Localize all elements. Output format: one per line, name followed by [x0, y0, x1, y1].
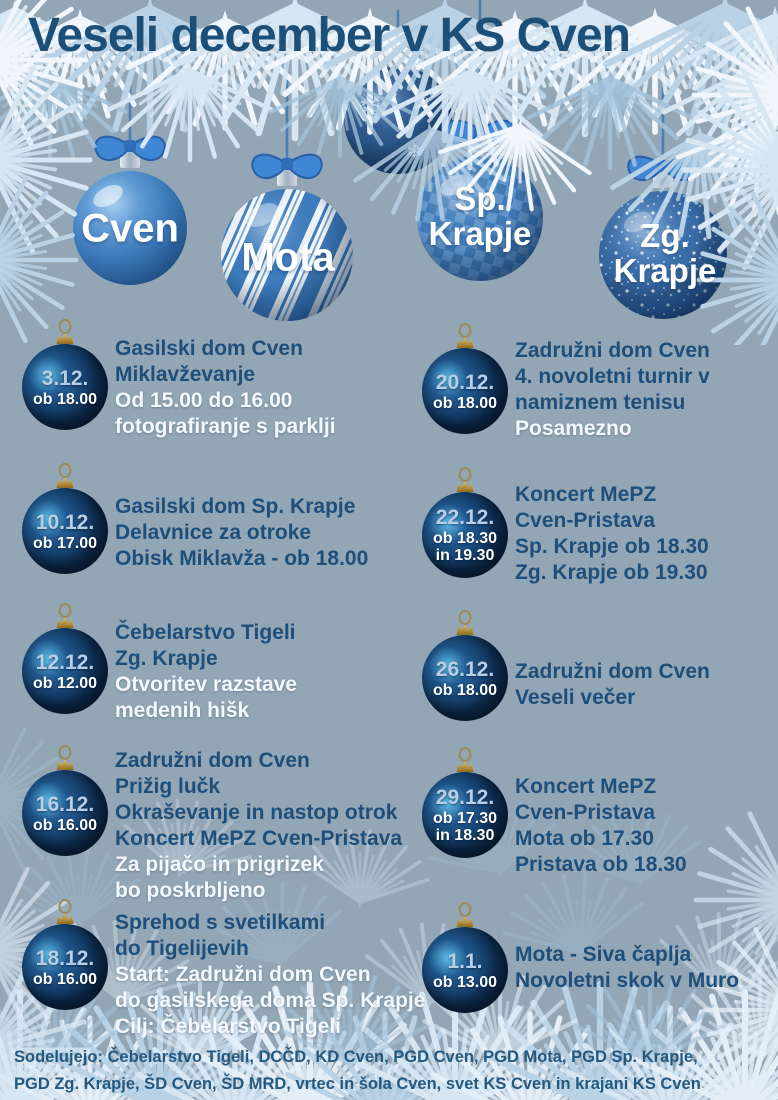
- date-ornament: 16.12. ob 16.00: [22, 770, 108, 856]
- snowflake-ornament: ❄ ❄ ❄: [344, 66, 452, 174]
- event-line: Cven-Pristava: [515, 801, 656, 824]
- footer-line: Sodelujejo: Čebelarstvo Tigeli, DCČD, KD…: [14, 1048, 698, 1066]
- event-date: 22.12.: [435, 506, 495, 529]
- event-line: 4. novoletni turnir v: [515, 365, 710, 388]
- event-line: Posamezno: [515, 417, 632, 440]
- date-ornament: 26.12. ob 18.00: [422, 635, 508, 721]
- event-details: Gasilski dom Cven Miklavževanje Od 15.00…: [115, 336, 336, 440]
- event-line: namiznem tenisu: [515, 391, 686, 414]
- event-date: 20.12.: [435, 370, 495, 394]
- location-label-sp-krapje: Sp. Krapje: [428, 180, 532, 252]
- event-line: Za pijačo in prigrizek: [115, 853, 324, 876]
- event-line: Otvoritev razstave: [115, 673, 298, 696]
- ornament-ball-mota: [221, 153, 353, 321]
- event-details: Gasilski dom Sp. Krapje Delavnice za otr…: [115, 494, 368, 572]
- page-title: Veseli december v KS Cven: [28, 9, 631, 62]
- event-time: ob 12.00: [32, 674, 98, 692]
- event-details: Mota - Siva čaplja Novoletni skok v Muro: [515, 942, 739, 994]
- event-line: Cven-Pristava: [515, 509, 656, 532]
- event-line: Cilj: Čebelarstvo Tigeli: [115, 1015, 342, 1038]
- event-time: ob 17.00: [32, 534, 98, 552]
- event-line: Zadružni dom Cven: [515, 339, 710, 362]
- event-line: Delavnice za otroke: [115, 521, 312, 544]
- date-ornament: 18.12. ob 16.00: [22, 924, 108, 1010]
- date-ornament: 3.12. ob 18.00: [22, 344, 108, 430]
- date-ornament: 1.1. ob 13.00: [422, 927, 508, 1013]
- event-details: Čebelarstvo Tigeli Zg. Krapje Otvoritev …: [115, 620, 297, 724]
- event-line: Okraševanje in nastop otrok: [115, 801, 398, 824]
- date-ornament: 12.12. ob 12.00: [22, 628, 108, 714]
- event-date: 1.1.: [447, 949, 483, 973]
- event-20-12: 20.12. ob 18.00 Zadružni dom Cven 4. nov…: [422, 338, 778, 538]
- event-line: Miklavževanje: [115, 363, 256, 386]
- event-line: medenih hišk: [115, 699, 250, 722]
- event-date: 12.12.: [35, 650, 95, 674]
- event-line: Gasilski dom Sp. Krapje: [115, 495, 356, 518]
- event-10-12: 10.12. ob 17.00 Gasilski dom Sp. Krapje …: [22, 480, 412, 680]
- event-time: ob 18.30: [432, 530, 498, 547]
- event-line: Od 15.00 do 16.00: [115, 389, 293, 412]
- event-details: Sprehod s svetilkami do Tigelijevih Star…: [115, 910, 425, 1040]
- location-label-cven: Cven: [81, 206, 179, 251]
- event-date: 26.12.: [435, 657, 495, 681]
- event-date: 16.12.: [35, 792, 95, 816]
- event-line: Novoletni skok v Muro: [515, 969, 740, 992]
- event-time: ob 17.30: [432, 810, 498, 827]
- event-line: bo poskrbljeno: [115, 879, 266, 902]
- event-line: Veseli večer: [515, 686, 636, 709]
- event-time: ob 18.00: [32, 390, 98, 408]
- event-time: ob 16.00: [32, 970, 98, 988]
- event-line: Koncert MePZ Cven-Pristava: [115, 827, 403, 850]
- event-line: Mota - Siva čaplja: [515, 943, 692, 966]
- svg-text:❄: ❄: [418, 94, 430, 110]
- event-line: Zg. Krapje: [115, 647, 218, 670]
- location-label-zg-krapje: Zg. Krapje: [613, 217, 717, 289]
- event-time: ob 18.00: [432, 394, 498, 412]
- event-details: Zadružni dom Cven Prižig lučk Okraševanj…: [115, 748, 402, 904]
- event-line: Zg. Krapje ob 19.30: [515, 561, 708, 584]
- event-line: Obisk Miklavža - ob 18.00: [115, 547, 369, 570]
- event-details: Zadružni dom Cven 4. novoletni turnir v …: [515, 338, 710, 442]
- event-line: Prižig lučk: [115, 775, 221, 798]
- event-line: Čebelarstvo Tigeli: [115, 621, 296, 644]
- event-line: Zadružni dom Cven: [515, 660, 710, 683]
- event-details: Koncert MePZ Cven-Pristava Mota ob 17.30…: [515, 774, 687, 878]
- event-date: 10.12.: [35, 510, 95, 534]
- event-date: 3.12.: [41, 366, 89, 390]
- event-line: Koncert MePZ: [515, 483, 657, 506]
- event-22-12: 22.12. ob 18.30 in 19.30 Koncert MePZ Cv…: [422, 482, 778, 682]
- event-line: Mota ob 17.30: [515, 827, 654, 850]
- event-line: Gasilski dom Cven: [115, 337, 303, 360]
- footer-credits: Sodelujejo: Čebelarstvo Tigeli, DCČD, KD…: [14, 1044, 770, 1098]
- date-ornament: 22.12. ob 18.30 in 19.30: [422, 492, 508, 578]
- date-ornament: 29.12. ob 17.30 in 18.30: [422, 772, 508, 858]
- event-time: ob 16.00: [32, 816, 98, 834]
- event-line: Start: Zadružni dom Cven: [115, 963, 371, 986]
- location-label-mota: Mota: [241, 235, 335, 280]
- event-date: 18.12.: [35, 946, 95, 970]
- event-line: Pristava ob 18.30: [515, 853, 687, 876]
- event-26-12: 26.12. ob 18.00 Zadružni dom Cven Veseli…: [422, 635, 778, 835]
- event-details: Koncert MePZ Cven-Pristava Sp. Krapje ob…: [515, 482, 709, 586]
- event-time: in 19.30: [435, 547, 495, 564]
- event-3-12: 3.12. ob 18.00 Gasilski dom Cven Miklavž…: [22, 336, 412, 536]
- date-ornament: 10.12. ob 17.00: [22, 488, 108, 574]
- event-line: do Tigelijevih: [115, 937, 249, 960]
- event-time: ob 13.00: [432, 973, 498, 991]
- event-date: 29.12.: [435, 786, 495, 809]
- svg-text:❄: ❄: [406, 139, 423, 163]
- event-line: do gasilskega doma Sp. Krapje: [115, 989, 426, 1012]
- event-line: Zadružni dom Cven: [115, 749, 310, 772]
- date-ornament: 20.12. ob 18.00: [422, 348, 508, 434]
- event-line: Sp. Krapje ob 18.30: [515, 535, 709, 558]
- event-line: fotografiranje s parklji: [115, 415, 336, 438]
- event-12-12: 12.12. ob 12.00 Čebelarstvo Tigeli Zg. K…: [22, 618, 412, 818]
- event-details: Zadružni dom Cven Veseli večer: [515, 659, 710, 711]
- event-line: Sprehod s svetilkami: [115, 911, 326, 934]
- event-time: ob 18.00: [432, 681, 498, 699]
- event-time: in 18.30: [435, 827, 495, 844]
- footer-line: PGD Zg. Krapje, ŠD Cven, ŠD MRD, vrtec i…: [14, 1075, 701, 1093]
- event-line: Koncert MePZ: [515, 775, 657, 798]
